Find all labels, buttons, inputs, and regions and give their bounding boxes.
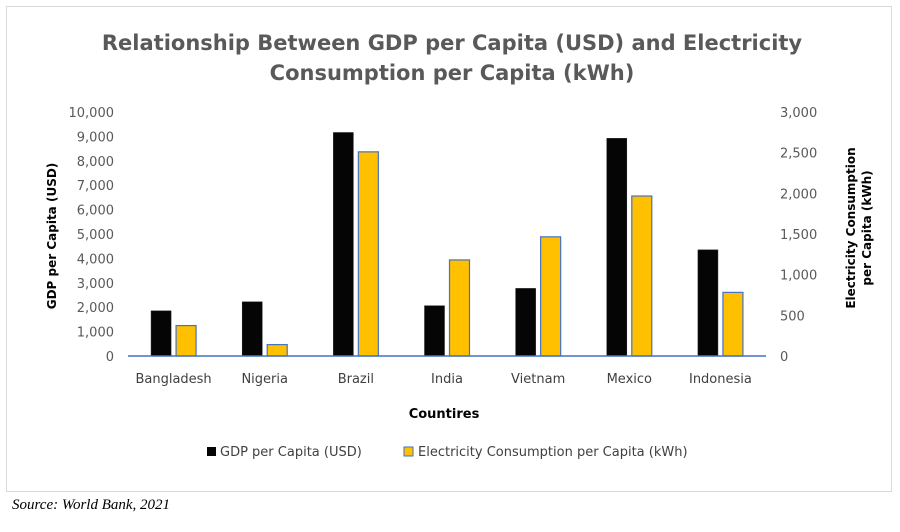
legend-label-electricity: Electricity Consumption per Capita (kWh)	[418, 445, 688, 460]
y-tick-label: 7,000	[77, 179, 114, 194]
bar-electricity-nigeria	[266, 344, 288, 357]
bar-gdp-bangladesh	[150, 310, 172, 357]
legend-label-gdp: GDP per Capita (USD)	[220, 445, 362, 460]
bar-electricity-brazil	[357, 151, 379, 357]
y-tick-label: 2,000	[77, 301, 114, 316]
chart-title-line-1: Relationship Between GDP per Capita (USD…	[102, 31, 803, 55]
x-tick-label: Bangladesh	[135, 372, 211, 387]
y2-tick-label: 2,500	[780, 147, 817, 162]
bar-electricity-indonesia	[722, 291, 744, 357]
x-tick-label: Brazil	[338, 372, 374, 387]
y-tick-label: 9,000	[77, 130, 114, 145]
y-tick-label: 8,000	[77, 155, 114, 170]
legend-swatch-electricity	[403, 446, 414, 457]
y-tick-label: 5,000	[77, 228, 114, 243]
y-tick-label: 10,000	[69, 106, 115, 121]
bar-electricity-bangladesh	[175, 324, 197, 357]
y2-tick-label: 0	[780, 350, 788, 365]
bar-gdp-mexico	[606, 138, 628, 357]
source-note: Source: World Bank, 2021	[12, 497, 171, 513]
y2-tick-label: 500	[780, 309, 805, 324]
bar-gdp-brazil	[333, 132, 354, 357]
y2-axis-label-line-1: Electricity Consumption	[844, 147, 858, 308]
y-tick-label: 6,000	[77, 204, 114, 219]
bar-gdp-india	[424, 305, 445, 357]
y2-tick-label: 1,500	[780, 228, 817, 243]
chart-title-line-2: Consumption per Capita (kWh)	[270, 61, 635, 85]
bar-gdp-nigeria	[241, 301, 263, 357]
y-tick-label: 3,000	[77, 277, 114, 292]
bar-gdp-indonesia	[697, 249, 719, 357]
x-tick-label: Indonesia	[689, 372, 752, 387]
bar-electricity-vietnam	[540, 236, 562, 357]
x-tick-label: Nigeria	[241, 372, 288, 387]
bar-electricity-mexico	[631, 195, 653, 357]
y2-tick-label: 1,000	[780, 269, 817, 284]
y-tick-label: 1,000	[77, 326, 114, 341]
x-tick-label: Mexico	[607, 372, 652, 387]
y-tick-label: 0	[106, 350, 114, 365]
legend-swatch-gdp	[207, 447, 216, 456]
y2-axis-label-line-2: per Capita (kWh)	[860, 170, 874, 285]
bar-electricity-india	[448, 259, 471, 357]
y2-tick-label: 2,000	[780, 187, 817, 202]
x-tick-label: India	[431, 372, 463, 387]
y2-tick-label: 3,000	[780, 106, 817, 121]
x-tick-label: Vietnam	[511, 372, 565, 387]
y-axis-label: GDP per Capita (USD)	[45, 163, 59, 310]
bar-gdp-vietnam	[515, 288, 536, 357]
x-axis-label: Countires	[409, 407, 480, 422]
chart-frame	[6, 6, 892, 492]
y-tick-label: 4,000	[77, 252, 114, 267]
